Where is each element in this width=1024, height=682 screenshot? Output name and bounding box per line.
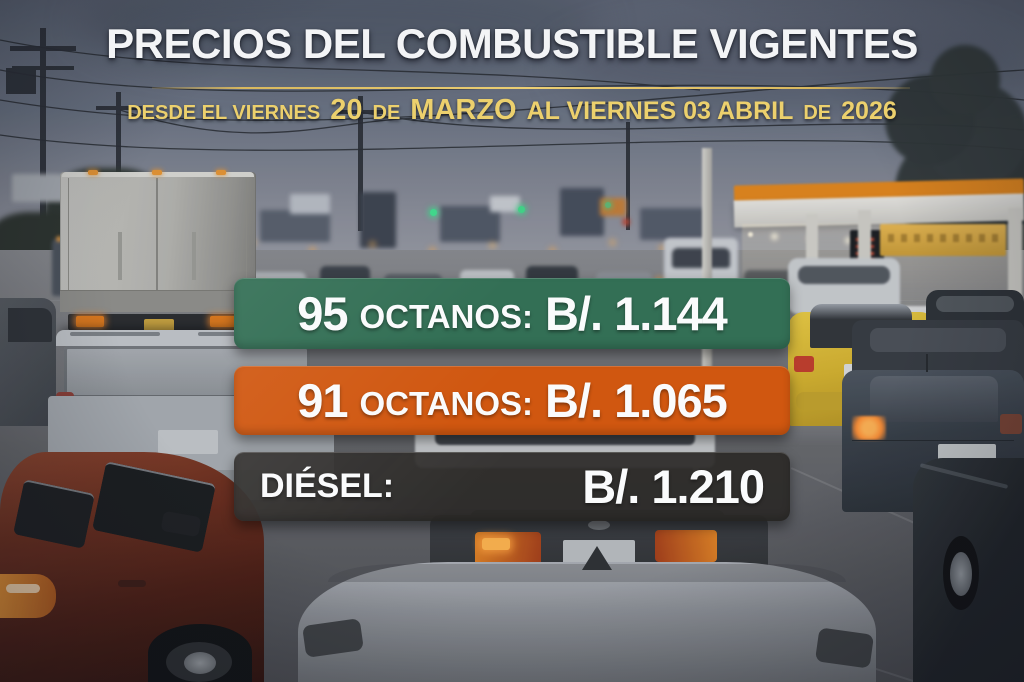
price-bar-diesel: DIÉSEL: B/. 1.210 — [234, 452, 790, 521]
canopy-lights — [748, 232, 753, 237]
truck-box — [60, 172, 256, 312]
station-banner — [880, 224, 1006, 256]
sedan-antenna — [926, 354, 928, 372]
date-segment: MARZO — [410, 94, 517, 126]
maroon-hatchback — [0, 428, 264, 682]
date-range: DESDE EL VIERNES 20 DE MARZO AL VIERNES 03 A… — [0, 94, 1024, 127]
date-segment: AL VIERNES 03 ABRIL — [526, 97, 794, 125]
fuel-price: B/. 1.065 — [545, 374, 728, 427]
truck-marker-light — [88, 170, 98, 175]
truck-bottom-rail — [60, 290, 256, 312]
banner-text-smudge — [888, 234, 998, 242]
price-bar-91-octane: 91 OCTANOS: B/. 1.065 — [234, 366, 790, 435]
gray-car-body — [298, 562, 876, 682]
fuel-price: B/. 1.144 — [545, 287, 728, 340]
cloud — [80, 0, 600, 70]
sedan-rear-window — [870, 376, 998, 422]
fuel-price: B/. 1.210 — [582, 460, 765, 513]
tail-light-streak — [6, 584, 40, 593]
tree — [930, 45, 1000, 115]
sedan-trunk-seam — [852, 440, 1014, 441]
traffic-light-green — [605, 202, 611, 208]
date-segment: DESDE EL VIERNES — [127, 102, 321, 124]
sedan-tail-light — [1000, 414, 1022, 434]
truck-door-seam — [156, 178, 158, 306]
traffic-light-green — [430, 209, 437, 216]
date-segment: DE — [803, 102, 832, 124]
truck-door-seam — [246, 178, 247, 306]
car-tail-light — [655, 530, 717, 562]
truck-door-latch — [192, 232, 196, 280]
fuel-grade: 91 — [297, 374, 348, 427]
gray-car-roof-shadow — [328, 564, 846, 582]
sedan-alloy — [950, 552, 972, 596]
date-segment: 2026 — [841, 97, 897, 125]
truck-marker-light — [152, 170, 162, 175]
sedan-brake-light — [852, 416, 886, 440]
date-segment: 20 — [330, 94, 363, 126]
car-emblem — [588, 520, 610, 530]
truck-tail-light — [210, 316, 238, 327]
truck-tail-light — [76, 316, 104, 327]
taxi-tail-light — [794, 356, 814, 372]
date-segment: DE — [372, 102, 401, 124]
suv-license-plate — [158, 430, 218, 454]
dark-suv-left — [0, 298, 56, 426]
foreground-gray-car — [298, 546, 876, 682]
fuel-label: OCTANOS: — [359, 385, 534, 422]
fuel-label: OCTANOS: — [359, 298, 534, 335]
headlights-glow — [56, 236, 62, 242]
price-bar-95-octane: 95 OCTANOS: B/. 1.144 — [234, 278, 790, 349]
truck-marker-light — [216, 170, 226, 175]
hatchback-alloy — [184, 652, 216, 674]
truck-license-plate — [144, 319, 174, 332]
hatchback-tail-light — [0, 574, 56, 618]
fuel-label: DIÉSEL: — [260, 467, 395, 505]
suv-roof-rail — [70, 332, 160, 336]
fuel-grade: 95 — [297, 287, 348, 340]
truck-door-seam — [68, 178, 69, 306]
hatchback-door-handle — [118, 580, 146, 587]
gold-divider — [152, 87, 910, 89]
truck-door-latch — [118, 232, 122, 280]
traffic-light-green — [518, 206, 525, 213]
car-tail-light-glow — [482, 538, 510, 550]
dark-sedan-right — [913, 458, 1024, 682]
headline: PRECIOS DEL COMBUSTIBLE VIGENTES — [106, 20, 918, 67]
